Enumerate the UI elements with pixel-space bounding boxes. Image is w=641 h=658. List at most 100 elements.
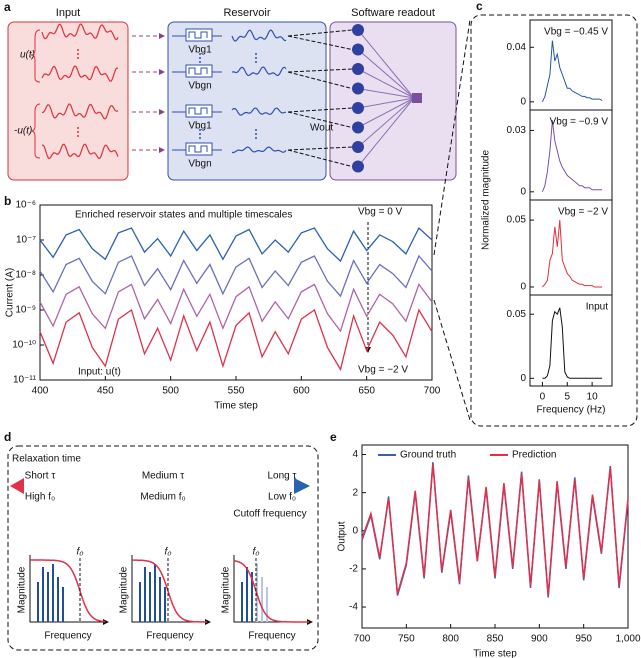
readout-title: Software readout [351, 7, 435, 19]
y-tick-label: -4 [349, 602, 358, 613]
readout-box [329, 21, 457, 181]
y-tick-label: 10⁻⁶ [15, 200, 36, 211]
x-tick-label: 700 [424, 386, 441, 397]
panel-d-frame [7, 445, 319, 651]
x-tick-label: 900 [531, 634, 548, 645]
annotation: Input: u(t) [78, 367, 121, 378]
gate-label: Vbgn [188, 159, 211, 170]
weight-line [357, 97, 415, 148]
dot [255, 57, 257, 59]
readout-link [287, 149, 353, 167]
weight-line [357, 88, 415, 99]
wave [42, 103, 119, 120]
x-tick-label: 950 [575, 634, 592, 645]
reservoir-title: Reservoir [223, 7, 270, 19]
x-tick-label: 10 [587, 392, 599, 403]
dot [77, 135, 79, 137]
weight-label: Wout [310, 123, 333, 134]
chart-title: Enriched reservoir states and multiple t… [75, 210, 292, 221]
output-node [412, 93, 422, 103]
weight-line [357, 97, 415, 167]
y-axis-label: Current (A) [5, 268, 16, 317]
node [352, 24, 364, 36]
node [352, 102, 364, 114]
input-box [7, 21, 129, 181]
series-line [39, 308, 433, 372]
x-tick-label: 5 [564, 392, 570, 403]
f0-marker: f₀ [253, 547, 260, 558]
gate-label: Vbgn [188, 81, 211, 92]
dot [255, 53, 257, 55]
panel-label: d [4, 430, 11, 444]
readout-link [287, 29, 353, 37]
device-symbol [172, 107, 222, 115]
wave [231, 29, 287, 42]
panel-label: a [4, 0, 11, 14]
device-symbol [172, 145, 222, 153]
readout-link [287, 68, 353, 73]
x-tick-label: 450 [97, 386, 114, 397]
x-tick-label: 600 [293, 386, 310, 397]
annotation: Vbg = −0.9 V [550, 117, 609, 128]
node [352, 121, 364, 134]
dot [255, 137, 257, 139]
y-tick-label: -2 [349, 564, 358, 575]
mini-axes [233, 555, 313, 625]
series-line [542, 220, 603, 288]
readout-link [287, 71, 353, 89]
y-tick-label: 0 [520, 186, 526, 197]
dot [199, 133, 201, 135]
cutoff-curve [30, 559, 106, 623]
wave [231, 107, 286, 116]
f0-label: Medium f₀ [140, 492, 185, 503]
zoom-line [433, 299, 471, 421]
readout-link [287, 146, 353, 151]
f0-marker: f₀ [77, 547, 84, 558]
weight-line [357, 29, 415, 99]
annotation: Vbg = 0 V [358, 207, 403, 218]
x-axis-label: Time step [214, 401, 258, 412]
x-axis-label: Time step [473, 649, 517, 658]
weight-line [357, 68, 415, 99]
f0-label: High f₀ [25, 492, 55, 503]
legend-label: Prediction [512, 450, 556, 461]
dot [77, 131, 79, 133]
wave [41, 65, 119, 82]
wave [41, 23, 119, 41]
mini-axes [29, 555, 109, 625]
y-tick-label: 2 [352, 487, 358, 498]
x-tick-label: 850 [487, 634, 504, 645]
device-symbol [172, 67, 222, 75]
y-tick-label: 10⁻⁷ [16, 235, 36, 246]
weight-line [357, 97, 415, 128]
y-tick-label: 0.05 [507, 215, 527, 226]
dot [255, 61, 257, 63]
input-label: -u(t) [14, 126, 32, 137]
y-tick-label: 0 [520, 373, 526, 384]
dot [77, 127, 79, 129]
cutoff-label: Cutoff frequency [233, 509, 306, 520]
series-line [541, 40, 603, 103]
weight-line [357, 97, 415, 109]
y-tick-label: 10⁻¹¹ [13, 375, 37, 386]
d-title: Relaxation time [12, 454, 81, 465]
reservoir-box [167, 21, 327, 181]
series-line [39, 254, 433, 298]
node [352, 141, 364, 153]
dot [199, 137, 201, 139]
node [352, 63, 364, 75]
bracket [30, 29, 41, 159]
plot-frame [529, 294, 613, 387]
y-tick-label: 4 [352, 449, 358, 460]
plot-frame [39, 204, 433, 381]
cutoff-curve [233, 560, 309, 623]
annotation: Vbg = −2 V [558, 207, 608, 218]
y-tick-label: 0.05 [507, 309, 527, 320]
device [185, 142, 213, 156]
device-symbol [172, 31, 222, 39]
y-tick-label: 10⁻⁸ [15, 270, 36, 281]
node [352, 160, 364, 173]
x-tick-label: 0 [540, 392, 546, 403]
mini-xlabel: Frequency [248, 631, 295, 642]
